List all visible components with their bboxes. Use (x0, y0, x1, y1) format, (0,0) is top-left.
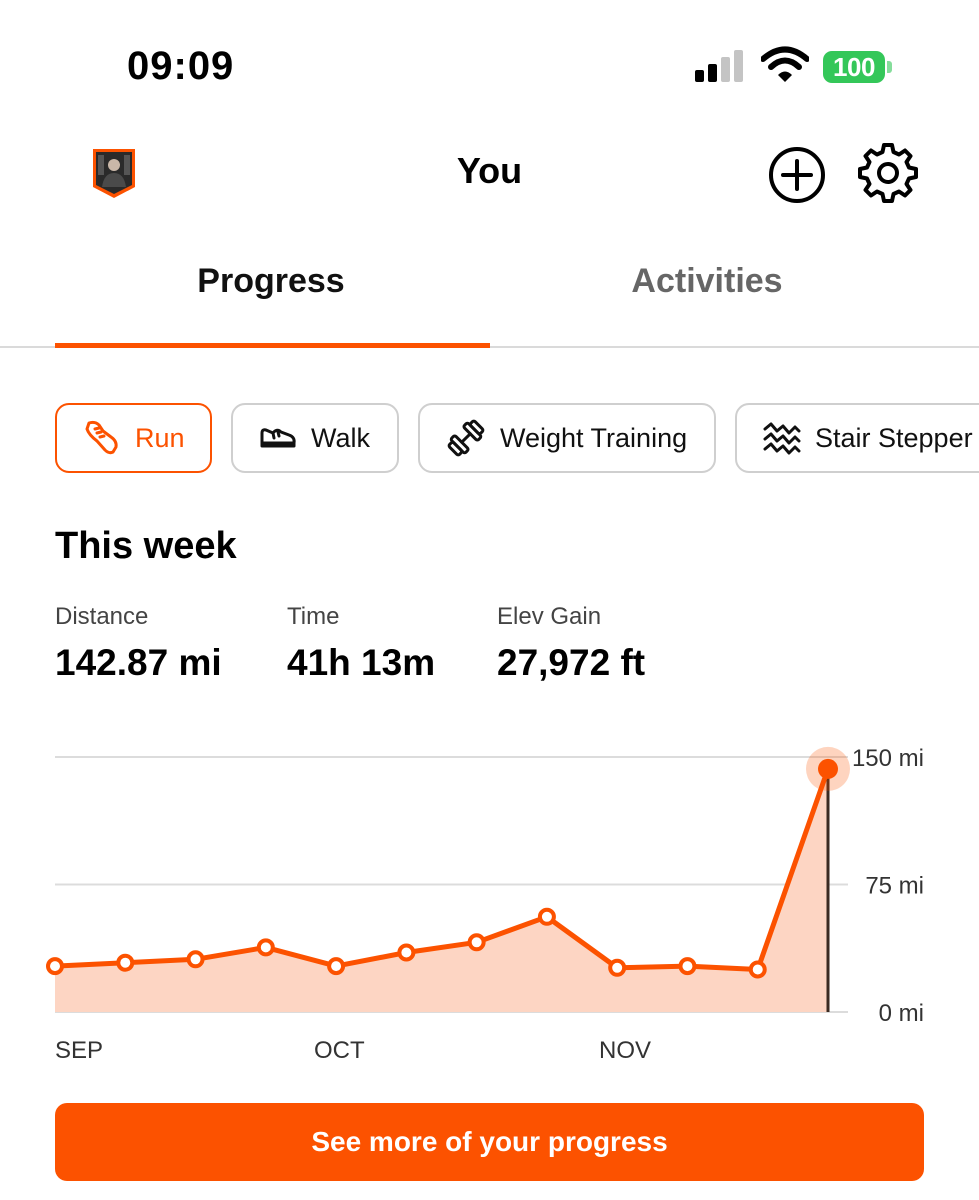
weekly-distance-chart[interactable]: 150 mi 75 mi 0 mi SEP OCT NOV (0, 720, 979, 1070)
filter-chip-walk[interactable]: Walk (231, 403, 399, 473)
filter-chip-run[interactable]: Run (55, 403, 212, 473)
battery-indicator: 100 (823, 51, 893, 83)
stat-label-time: Time (287, 603, 340, 630)
stat-label-elev-gain: Elev Gain (497, 603, 602, 630)
section-title: This week (55, 525, 237, 567)
data-point[interactable] (256, 938, 275, 957)
plus-circle-icon (769, 147, 825, 203)
data-point[interactable] (678, 957, 697, 976)
tab-activities[interactable]: Activities (631, 262, 783, 300)
active-tab-indicator (55, 343, 490, 348)
data-point[interactable] (748, 960, 767, 979)
x-tick-label: NOV (599, 1037, 651, 1064)
filter-chip-label: Stair Stepper (815, 422, 973, 453)
data-point[interactable] (46, 957, 64, 976)
tab-progress[interactable]: Progress (197, 262, 345, 300)
filter-chip-label: Walk (311, 422, 370, 453)
stat-value-distance: 142.87 mi (55, 642, 222, 683)
data-point[interactable] (397, 943, 416, 962)
filter-chip-label: Weight Training (500, 422, 688, 453)
add-activity-button[interactable] (767, 145, 827, 205)
settings-button[interactable] (858, 143, 918, 203)
dumbbell-icon (447, 419, 485, 457)
cellular-signal-icon (695, 50, 743, 82)
stair-stepper-icon (763, 422, 801, 455)
data-point[interactable] (608, 958, 627, 977)
status-time: 09:09 (127, 44, 235, 88)
data-point[interactable] (537, 907, 556, 926)
data-point[interactable] (327, 957, 346, 976)
battery-nub (887, 61, 892, 73)
data-point[interactable] (116, 953, 135, 972)
battery-level: 100 (823, 51, 885, 83)
filter-chip-label: Run (135, 422, 185, 453)
gear-icon (858, 143, 918, 203)
see-more-progress-button[interactable]: See more of your progress (55, 1103, 924, 1181)
y-tick-label: 150 mi (852, 745, 924, 772)
filter-chip-stair-stepper[interactable]: Stair Stepper (735, 403, 979, 473)
wifi-icon (761, 46, 809, 82)
x-tick-label: OCT (314, 1037, 365, 1064)
filter-chip-weight-training[interactable]: Weight Training (418, 403, 716, 473)
data-point[interactable] (467, 933, 486, 952)
stat-value-time: 41h 13m (287, 642, 436, 683)
running-shoe-icon (85, 420, 118, 455)
avatar[interactable] (90, 147, 138, 199)
series-line (54, 768, 831, 972)
data-point-highlighted[interactable] (818, 758, 838, 779)
x-tick-label: SEP (55, 1037, 103, 1064)
data-point[interactable] (186, 950, 205, 969)
stat-label-distance: Distance (55, 603, 149, 630)
stat-value-elev-gain: 27,972 ft (497, 642, 646, 683)
y-tick-label: 75 mi (865, 873, 924, 900)
page-title: You (456, 150, 523, 191)
area-fill (55, 768, 828, 1012)
walking-shoe-icon (260, 428, 296, 448)
y-tick-label: 0 mi (879, 1000, 924, 1027)
